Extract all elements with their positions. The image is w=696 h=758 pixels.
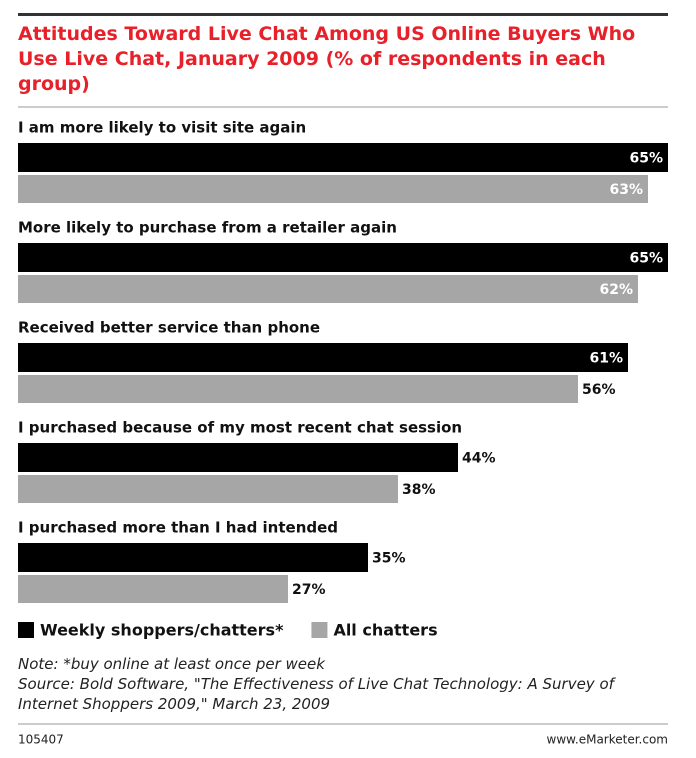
value-label: 63%	[609, 182, 643, 198]
bar	[18, 143, 668, 172]
value-label: 38%	[402, 482, 436, 498]
brand: www.eMarketer.com	[547, 733, 668, 747]
category-label: I purchased more than I had intended	[18, 519, 338, 537]
legend-swatch	[18, 622, 34, 638]
bar	[18, 543, 368, 572]
bar	[18, 275, 638, 303]
bar	[18, 343, 628, 372]
bar	[18, 475, 398, 503]
value-label: 27%	[292, 582, 326, 598]
chart-title: Attitudes Toward Live Chat Among US Onli…	[18, 23, 636, 95]
value-label: 44%	[462, 451, 496, 467]
category-label: I purchased because of my most recent ch…	[18, 419, 462, 437]
top-rule	[18, 13, 668, 16]
bar	[18, 443, 458, 472]
bar	[18, 243, 668, 272]
bar	[18, 175, 648, 203]
category-label: More likely to purchase from a retailer …	[18, 219, 397, 237]
category-label: Received better service than phone	[18, 319, 320, 337]
value-label: 61%	[589, 351, 623, 367]
value-label: 62%	[599, 282, 633, 298]
source: Source: Bold Software, "The Effectivenes…	[18, 675, 614, 713]
category-label: I am more likely to visit site again	[18, 119, 306, 137]
notes: Note: *buy online at least once per week…	[18, 654, 618, 714]
chart-id: 105407	[18, 733, 64, 747]
value-label: 65%	[629, 251, 663, 267]
value-label: 35%	[372, 551, 406, 567]
value-label: 65%	[629, 151, 663, 167]
legend-swatch	[311, 622, 328, 638]
bar	[18, 375, 578, 403]
value-label: 56%	[582, 382, 616, 398]
legend-label: Weekly shoppers/chatters*	[40, 621, 284, 640]
bar	[18, 575, 288, 603]
note: Note: *buy online at least once per week	[18, 655, 325, 673]
legend-label: All chatters	[333, 621, 437, 640]
